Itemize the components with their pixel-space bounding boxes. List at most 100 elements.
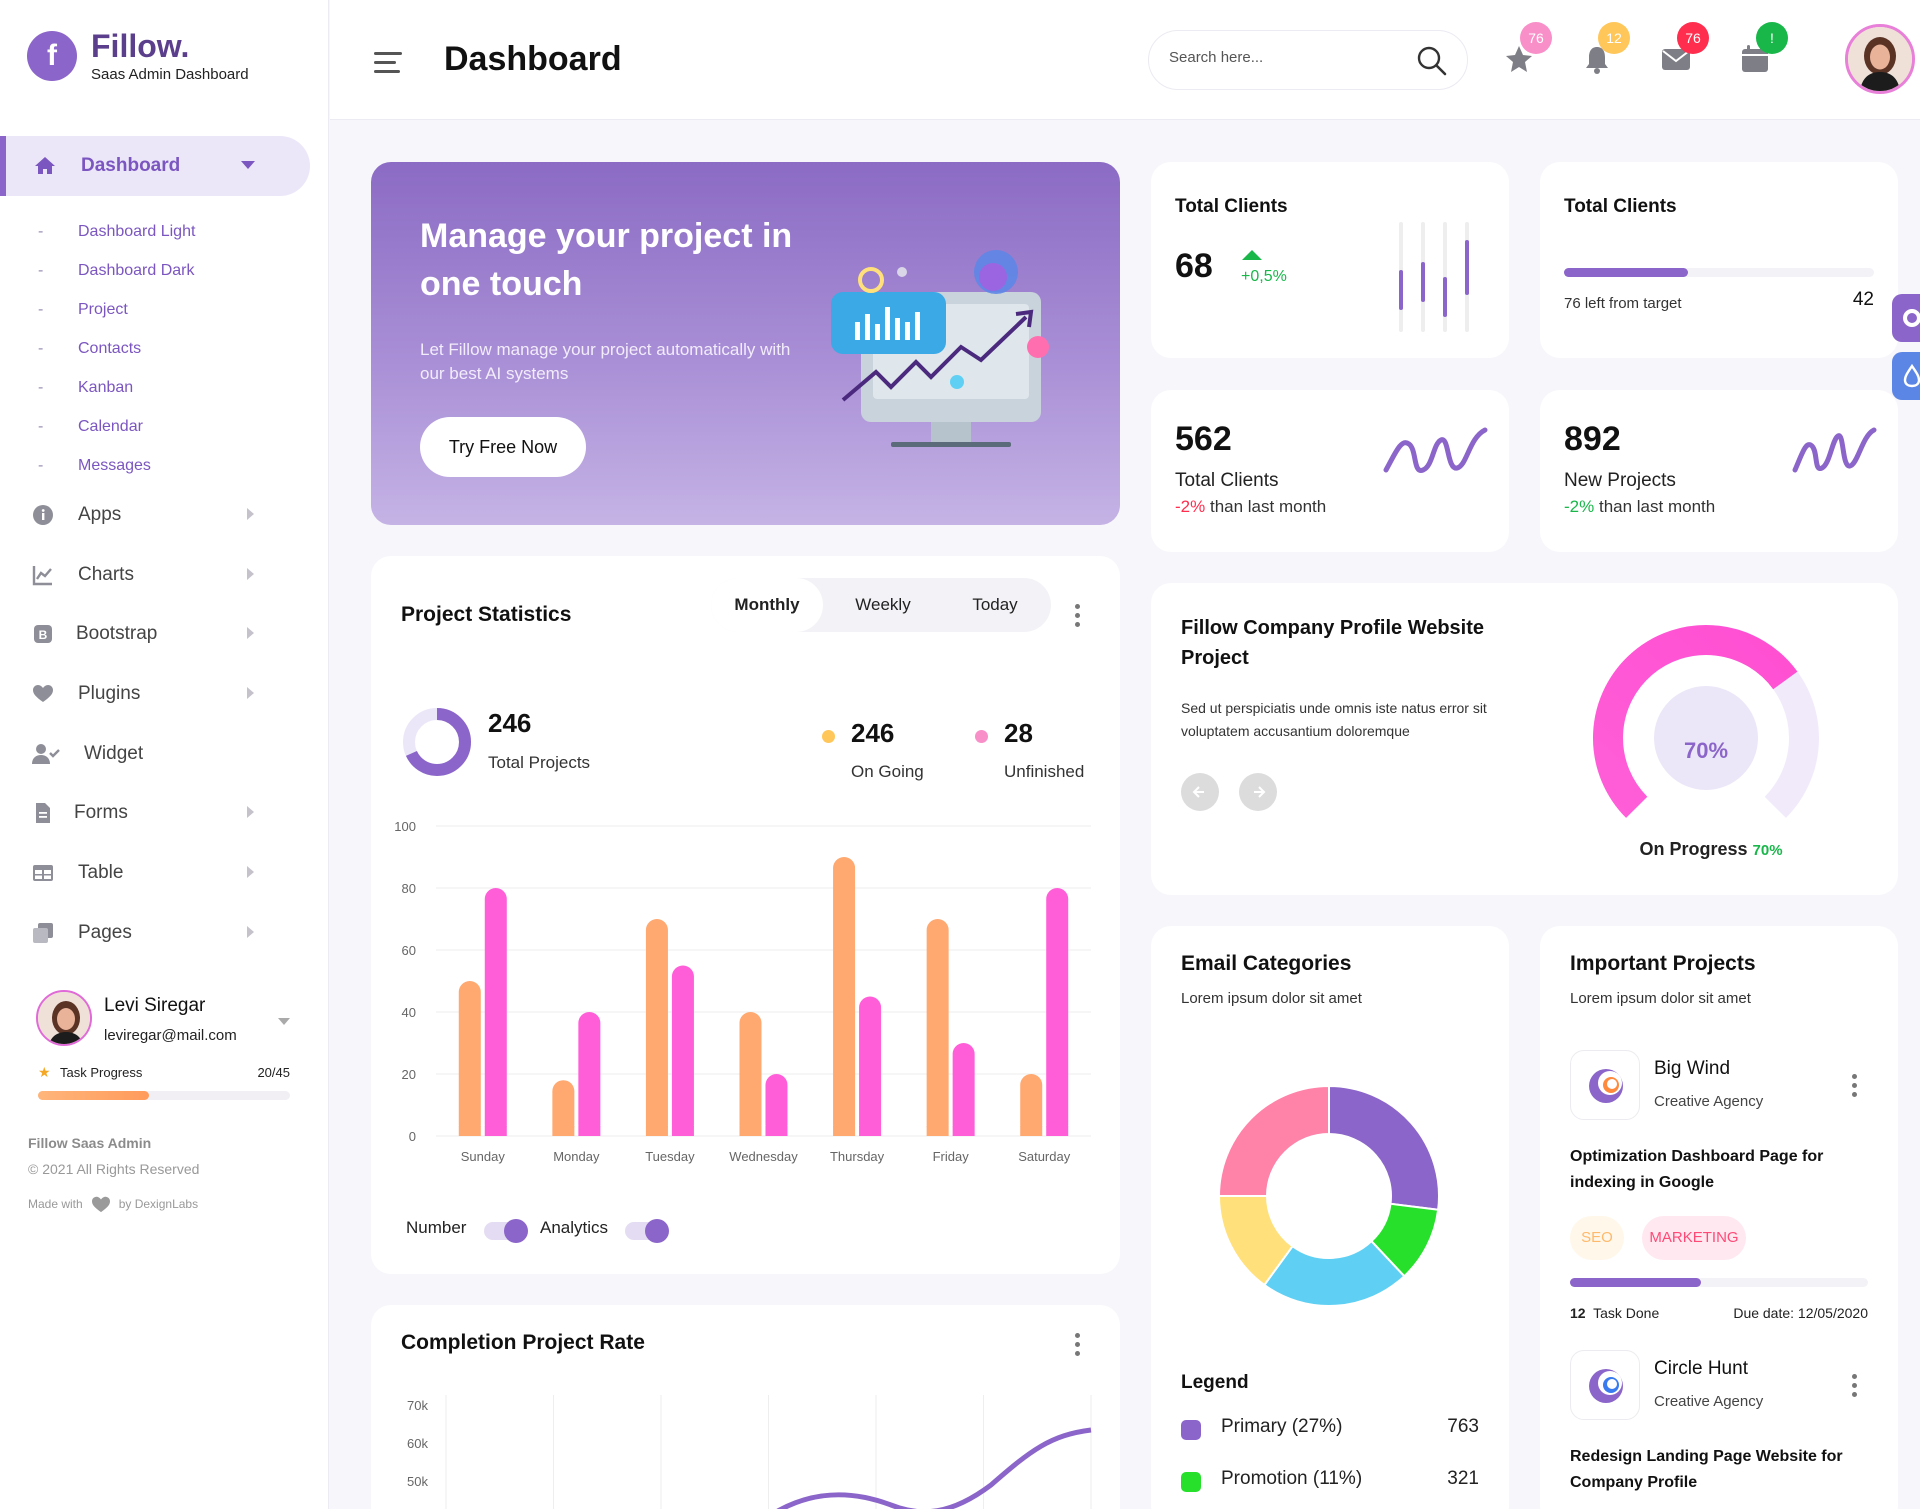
submenu-item[interactable]: - Project xyxy=(38,300,128,318)
stat-change-suffix: than last month xyxy=(1209,497,1327,516)
sidebar-item-dashboard[interactable]: Dashboard xyxy=(0,136,310,196)
more-options-icon[interactable] xyxy=(1852,1374,1858,1401)
ongoing-dot xyxy=(822,730,835,743)
gauge-status-value: 70% xyxy=(1752,842,1783,859)
bar xyxy=(671,965,694,1136)
sparkline xyxy=(1792,427,1877,473)
swirl-logo-icon xyxy=(1589,1369,1623,1403)
target-progress-fill xyxy=(1564,268,1688,277)
series-line xyxy=(776,1427,1092,1509)
task-count: 12 xyxy=(1570,1305,1586,1321)
search-icon[interactable] xyxy=(1416,45,1448,77)
task-progress-label: Task Progress xyxy=(60,1065,143,1080)
brand[interactable]: f Fillow. Saas Admin Dashboard xyxy=(27,28,249,83)
tab-monthly[interactable]: Monthly xyxy=(711,578,823,632)
chevron-down-icon xyxy=(241,161,255,169)
tag-marketing[interactable]: MARKETING xyxy=(1642,1216,1746,1260)
info-icon xyxy=(33,505,53,525)
period-tabs: Monthly Weekly Today xyxy=(711,578,1051,632)
submenu-label: Dashboard Light xyxy=(78,222,196,240)
bar-base xyxy=(578,1126,601,1136)
sidebar-item-label: Forms xyxy=(74,802,128,823)
analytics-toggle[interactable] xyxy=(625,1219,669,1243)
sidebar-item-label: Apps xyxy=(78,504,122,525)
table-icon xyxy=(33,865,53,881)
completion-rate-card: Completion Project Rate 70k 60k 50k xyxy=(371,1305,1120,1509)
submenu-item[interactable]: - Calendar xyxy=(38,417,143,435)
total-projects-donut xyxy=(403,708,471,776)
x-tick-label: Wednesday xyxy=(729,1149,798,1164)
tab-today[interactable]: Today xyxy=(972,595,1018,614)
submenu-item[interactable]: - Messages xyxy=(38,456,151,474)
x-tick-label: Friday xyxy=(933,1149,970,1164)
number-toggle[interactable] xyxy=(484,1219,528,1243)
task-progress-fill xyxy=(38,1091,149,1100)
sidebar-item-charts[interactable]: Charts xyxy=(0,555,329,595)
home-icon xyxy=(35,157,55,174)
star-icon[interactable] xyxy=(1502,42,1536,76)
star-icon: ★ xyxy=(38,1064,51,1080)
stat-change: -2% xyxy=(1175,497,1206,516)
sidebar-item-pages[interactable]: Pages xyxy=(0,913,329,953)
mail-icon[interactable] xyxy=(1659,42,1693,76)
legend-swatch xyxy=(1181,1420,1201,1440)
sidebar-item-table[interactable]: Table xyxy=(0,853,329,893)
ongoing-value: 246 xyxy=(851,718,895,748)
sidebar-item-apps[interactable]: Apps xyxy=(0,495,329,535)
tab-weekly[interactable]: Weekly xyxy=(855,595,911,614)
card-subtitle: Lorem ipsum dolor sit amet xyxy=(1181,990,1362,1007)
bar-base xyxy=(859,1126,882,1136)
settings-tab-icon[interactable] xyxy=(1892,294,1920,342)
target-left-text: 76 left from target xyxy=(1564,295,1682,312)
task-label: Task Done xyxy=(1593,1305,1660,1321)
search-input[interactable] xyxy=(1169,49,1399,66)
sidebar-item-forms[interactable]: Forms xyxy=(0,793,329,833)
stat-label: Total Clients xyxy=(1175,470,1279,491)
stat-title: Total Clients xyxy=(1564,196,1677,217)
bar-base xyxy=(926,1126,949,1136)
hero-text: Let Fillow manage your project automatic… xyxy=(420,340,791,383)
next-arrow-icon[interactable] xyxy=(1239,773,1277,811)
bar xyxy=(926,919,949,1136)
submenu-item[interactable]: - Dashboard Dark xyxy=(38,261,195,279)
gauge-value: 70% xyxy=(1683,738,1729,763)
menu-toggle-icon[interactable] xyxy=(374,52,402,79)
chevron-down-icon[interactable] xyxy=(278,1018,290,1025)
try-free-button[interactable]: Try Free Now xyxy=(420,417,586,477)
submenu-item[interactable]: - Contacts xyxy=(38,339,142,357)
completion-line-chart: 70k 60k 50k xyxy=(407,1395,1092,1509)
submenu-item[interactable]: - Dashboard Light xyxy=(38,222,196,240)
donut-slice xyxy=(1217,1084,1330,1197)
toggle-analytics-label: Analytics xyxy=(540,1218,609,1237)
sidebar-item-widget[interactable]: Widget xyxy=(0,734,329,774)
card-title: Email Categories xyxy=(1181,952,1352,975)
user-avatar[interactable] xyxy=(1845,24,1915,94)
bar-base xyxy=(739,1126,762,1136)
task-progress-value: 20/45 xyxy=(257,1065,290,1080)
card-title: Completion Project Rate xyxy=(401,1331,645,1354)
project-progress-fill xyxy=(1570,1278,1702,1287)
sidebar-item-bootstrap[interactable]: B Bootstrap xyxy=(0,614,329,654)
more-options-icon[interactable] xyxy=(1075,1333,1081,1360)
due-date: Due date: 12/05/2020 xyxy=(1733,1305,1868,1321)
mini-bar-chart xyxy=(1399,222,1469,332)
task-progress-bar xyxy=(38,1091,290,1100)
more-options-icon[interactable] xyxy=(1852,1074,1858,1101)
bar-base xyxy=(671,1126,694,1136)
project-agency: Creative Agency xyxy=(1654,1393,1764,1410)
bar-base xyxy=(833,1126,856,1136)
bar-base xyxy=(484,1126,507,1136)
tag-seo[interactable]: SEO xyxy=(1570,1216,1624,1260)
submenu-label: Calendar xyxy=(78,417,143,435)
project-name: Circle Hunt xyxy=(1654,1358,1748,1379)
chevron-right-icon xyxy=(247,866,254,878)
sidebar-item-plugins[interactable]: Plugins xyxy=(0,674,329,714)
user-check-icon xyxy=(32,744,60,764)
theme-tab-icon[interactable] xyxy=(1892,352,1920,400)
prev-arrow-icon[interactable] xyxy=(1181,773,1219,811)
avatar[interactable] xyxy=(36,990,92,1046)
search-box[interactable] xyxy=(1148,30,1468,90)
bell-icon[interactable] xyxy=(1580,42,1614,76)
submenu-item[interactable]: - Kanban xyxy=(38,378,134,396)
more-options-icon[interactable] xyxy=(1075,604,1081,631)
